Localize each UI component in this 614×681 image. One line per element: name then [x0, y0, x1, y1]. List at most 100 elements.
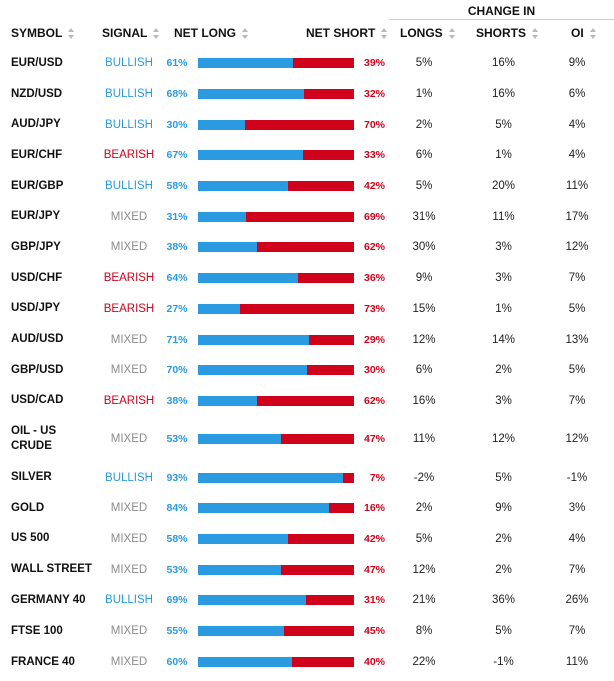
net-long-bar-fill [198, 533, 289, 544]
net-long-header-label: NET LONG [174, 26, 236, 40]
symbol-link[interactable]: US 500 [11, 532, 50, 545]
net-short-column-header[interactable]: NET SHORT [306, 25, 388, 41]
table-row[interactable]: USD/JPY BEARISH 27% 73% 15% 1% 5% [0, 294, 614, 325]
symbol-link[interactable]: GBP/JPY [11, 240, 61, 253]
net-long-value: 84% [166, 502, 188, 515]
table-row[interactable]: SILVER BULLISH 93% 7% -2% 5% -1% [0, 462, 614, 493]
sentiment-bar-cell [198, 646, 354, 678]
table-row[interactable]: EUR/GBP BULLISH 58% 42% 5% 20% 11% [0, 171, 614, 202]
net-long-bar-fill [198, 626, 284, 637]
sentiment-bar [198, 273, 354, 284]
net-short-value: 47% [363, 563, 385, 576]
symbol-link[interactable]: AUD/JPY [11, 118, 61, 131]
symbol-link[interactable]: USD/JPY [11, 302, 61, 315]
net-long-value: 31% [166, 210, 188, 223]
shorts-change-value: 11% [492, 210, 515, 223]
sentiment-bar-cell [198, 524, 354, 555]
table-row[interactable]: NZD/USD BULLISH 68% 32% 1% 16% 6% [0, 79, 614, 110]
net-long-column-header[interactable]: NET LONG [174, 25, 249, 41]
sentiment-bar-cell [198, 616, 354, 647]
symbol-column-header[interactable]: SYMBOL [11, 25, 75, 41]
symbol-link[interactable]: EUR/JPY [11, 210, 61, 223]
longs-change-value: 6% [415, 364, 433, 377]
symbol-link[interactable]: USD/CHF [11, 271, 63, 284]
net-long-bar-fill [198, 472, 344, 483]
signal-column-header[interactable]: SIGNAL [102, 25, 160, 41]
shorts-change-value: 12% [491, 433, 516, 446]
table-row[interactable]: USD/CAD BEARISH 38% 62% 16% 3% 7% [0, 386, 614, 417]
net-short-value: 16% [363, 502, 385, 515]
symbol-link[interactable]: GERMANY 40 [11, 593, 86, 606]
table-row[interactable]: FTSE 100 MIXED 55% 45% 8% 5% 7% [0, 616, 614, 647]
table-header: CHANGE IN SYMBOL SIGNAL NET LONG NET SHO… [0, 0, 614, 48]
table-row[interactable]: US 500 MIXED 58% 42% 5% 2% 4% [0, 524, 614, 555]
table-row[interactable]: EUR/CHF BEARISH 67% 33% 6% 1% 4% [0, 140, 614, 171]
symbol-link[interactable]: SILVER [11, 471, 52, 484]
net-long-value: 70% [166, 364, 188, 377]
table-row[interactable]: GERMANY 40 BULLISH 69% 31% 21% 36% 26% [0, 585, 614, 616]
sort-icon[interactable] [381, 27, 388, 39]
net-long-bar-fill [198, 89, 305, 100]
net-long-bar-fill [198, 657, 292, 668]
oi-change-value: 5% [568, 302, 586, 315]
oi-change-value: 7% [568, 563, 586, 576]
table-row[interactable]: FRANCE 40 MIXED 60% 40% 22% -1% 11% [0, 646, 614, 678]
oi-header-label: OI [571, 26, 584, 40]
symbol-link[interactable]: EUR/GBP [11, 179, 64, 192]
symbol-link[interactable]: USD/CAD [11, 394, 64, 407]
longs-column-header[interactable]: LONGS [400, 25, 456, 41]
sentiment-bar-cell [198, 109, 354, 140]
net-long-value: 58% [166, 180, 188, 193]
longs-change-value: 30% [412, 241, 436, 254]
symbol-link[interactable]: EUR/CHF [11, 148, 63, 161]
table-row[interactable]: OIL - US CRUDE MIXED 53% 47% 11% 12% 12% [0, 416, 614, 462]
net-short-value: 40% [363, 656, 385, 669]
table-row[interactable]: AUD/JPY BULLISH 30% 70% 2% 5% 4% [0, 109, 614, 140]
net-long-bar-fill [198, 564, 281, 575]
table-row[interactable]: WALL STREET MIXED 53% 47% 12% 2% 7% [0, 554, 614, 585]
table-row[interactable]: EUR/JPY MIXED 31% 69% 31% 11% 17% [0, 201, 614, 232]
table-row[interactable]: GBP/JPY MIXED 38% 62% 30% 3% 12% [0, 232, 614, 263]
sort-icon[interactable] [532, 27, 539, 39]
signal-label: MIXED [110, 563, 148, 576]
symbol-link[interactable]: FTSE 100 [11, 624, 63, 637]
sort-icon[interactable] [153, 27, 160, 39]
sentiment-bar [198, 434, 354, 445]
sentiment-bar [198, 150, 354, 161]
shorts-change-value: 2% [495, 364, 512, 377]
net-long-bar-fill [198, 150, 303, 161]
signal-label: BEARISH [103, 394, 155, 407]
symbol-link[interactable]: AUD/USD [11, 333, 64, 346]
symbol-link[interactable]: OIL - US CRUDE [11, 425, 57, 453]
sentiment-bar [198, 365, 354, 376]
table-row[interactable]: EUR/USD BULLISH 61% 39% 5% 16% 9% [0, 48, 614, 79]
longs-change-value: 5% [415, 57, 433, 70]
sentiment-bar [198, 472, 354, 483]
sort-icon[interactable] [68, 27, 75, 39]
net-short-value: 45% [363, 625, 385, 638]
table-row[interactable]: GOLD MIXED 84% 16% 2% 9% 3% [0, 493, 614, 524]
net-short-value: 33% [363, 149, 385, 162]
longs-change-value: 22% [412, 656, 436, 669]
oi-change-value: 4% [568, 532, 586, 545]
longs-change-value: 31% [412, 210, 436, 223]
shorts-column-header[interactable]: SHORTS [476, 25, 539, 41]
table-row[interactable]: USD/CHF BEARISH 64% 36% 9% 3% 7% [0, 263, 614, 294]
net-long-bar-fill [198, 395, 258, 406]
symbol-link[interactable]: GBP/USD [11, 363, 64, 376]
symbol-link[interactable]: FRANCE 40 [11, 655, 75, 668]
sort-icon[interactable] [589, 27, 597, 39]
net-short-value: 7% [369, 471, 385, 484]
sort-icon[interactable] [242, 27, 249, 39]
symbol-link[interactable]: GOLD [11, 501, 45, 514]
table-row[interactable]: AUD/USD MIXED 71% 29% 12% 14% 13% [0, 324, 614, 355]
signal-label: BULLISH [105, 57, 153, 70]
symbol-link[interactable]: EUR/USD [11, 56, 63, 69]
sort-icon[interactable] [448, 27, 456, 39]
longs-change-value: 2% [415, 118, 433, 131]
oi-column-header[interactable]: OI [571, 25, 597, 41]
sentiment-bar-cell [198, 462, 354, 493]
table-row[interactable]: GBP/USD MIXED 70% 30% 6% 2% 5% [0, 355, 614, 386]
symbol-link[interactable]: NZD/USD [11, 87, 63, 100]
symbol-link[interactable]: WALL STREET [11, 563, 92, 576]
